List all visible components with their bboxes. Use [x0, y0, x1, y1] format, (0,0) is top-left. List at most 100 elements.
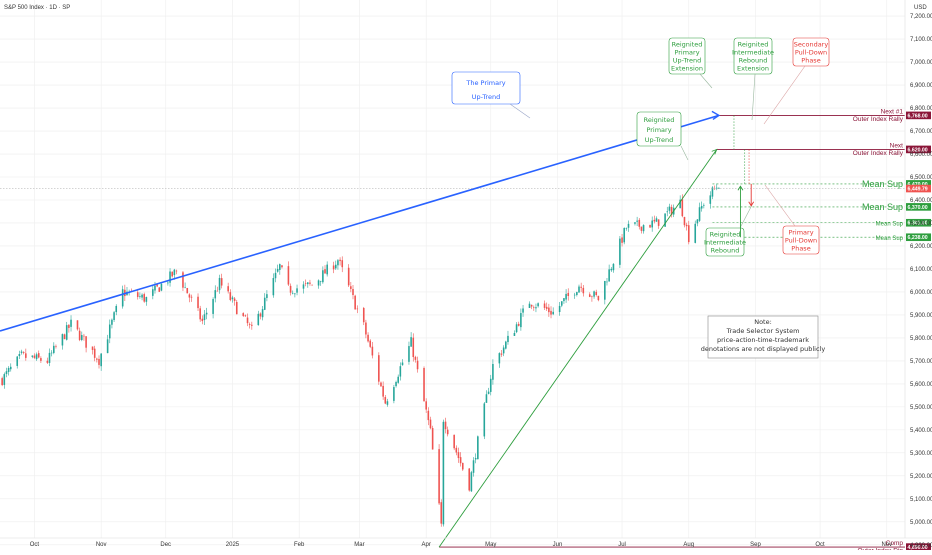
candle-body: [296, 288, 298, 293]
y-tick-label: 6,700.00: [910, 129, 932, 135]
candle-body: [20, 351, 23, 353]
level-value-text: 6,620.00: [908, 147, 928, 153]
candle-body: [522, 308, 524, 313]
y-tick-label: 6,400.00: [910, 198, 932, 204]
candle-body: [371, 346, 374, 356]
candle-body: [386, 401, 389, 405]
candle-body: [535, 307, 537, 309]
candle-body: [274, 272, 277, 279]
candle-body: [685, 224, 688, 227]
x-tick-label: Dec: [160, 542, 171, 548]
candle-body: [442, 421, 445, 525]
reignited-primary-callout-line: Primary: [646, 126, 671, 134]
candle-body: [625, 228, 628, 229]
x-tick-label: Mar: [354, 542, 364, 548]
reignited-primary-ext-callout-box: [668, 37, 706, 75]
level-value-text: 6,238.00: [908, 235, 928, 241]
candle-body: [455, 447, 458, 453]
candle-body: [606, 281, 608, 283]
level-label: Next: [890, 142, 904, 149]
candle-body: [612, 263, 615, 271]
y-tick-label: 7,100.00: [910, 37, 932, 43]
candle-body: [98, 358, 100, 365]
candle-body: [655, 218, 658, 222]
y-tick-label: 5,100.00: [910, 497, 932, 503]
candle-body: [591, 296, 593, 298]
candle-body: [246, 317, 249, 324]
level-label: Mean Sup: [862, 202, 903, 212]
last-price-badge: [906, 184, 931, 193]
candle-body: [711, 187, 714, 197]
candle-body: [289, 285, 292, 293]
price-axis[interactable]: 4,900.00 5,000.00 5,100.00 5,200.00 5,300.00…: [904, 0, 932, 549]
candle-body: [175, 270, 178, 272]
candle-body: [281, 265, 283, 268]
y-tick-label: 4,900.00: [910, 543, 932, 549]
primary-uptrend-arrowhead: [711, 110, 721, 120]
candle-body: [218, 277, 221, 291]
reignited-intermediate-ext-callout-line: Extension: [737, 64, 769, 72]
level-label: Mean Sup: [876, 236, 904, 242]
candle-body: [487, 391, 490, 394]
candle-body: [412, 337, 415, 358]
candle-body: [169, 271, 171, 283]
candle-body: [444, 421, 447, 430]
candle-body: [530, 304, 533, 307]
candle-body: [53, 345, 55, 353]
candle-body: [533, 307, 535, 308]
candle-body: [111, 319, 113, 325]
candle-body: [681, 199, 684, 217]
candle-body: [141, 294, 143, 298]
y-tick-label: 5,200.00: [910, 474, 932, 480]
candle-body: [550, 310, 552, 315]
candle-body: [515, 324, 518, 333]
candle-body: [5, 371, 8, 374]
candle-body: [627, 223, 630, 228]
candle-body: [696, 219, 699, 224]
candle-body: [68, 324, 70, 328]
candle-body: [350, 286, 352, 289]
candle-body: [244, 315, 247, 317]
y-tick-label: 5,400.00: [910, 428, 932, 434]
candle-body: [9, 366, 12, 370]
candle-body: [291, 292, 294, 294]
reignited-primary-callout-box: [636, 111, 682, 147]
candle-body: [229, 292, 232, 301]
candle-body: [604, 280, 606, 300]
candle-body: [341, 260, 344, 268]
candle-body: [182, 272, 184, 288]
candle-body: [399, 366, 402, 377]
candle-body: [143, 294, 146, 302]
reignited-intermediate-pointer: [739, 204, 753, 229]
candle-body: [61, 334, 64, 346]
candle-body: [410, 337, 412, 347]
reignited-intermediate-ext-callout-line: Reignited: [738, 40, 769, 48]
candle-body: [384, 397, 387, 404]
candle-body: [440, 502, 443, 524]
y-tick-label: 6,300.00: [910, 221, 932, 227]
primary-uptrend-callout: The Primary Up-Trend: [451, 71, 521, 105]
candle-body: [365, 322, 367, 335]
candle-body: [395, 381, 397, 387]
candle-body: [679, 199, 681, 209]
candle-body: [40, 358, 42, 361]
y-tick-label: 5,800.00: [910, 336, 932, 342]
candle-body: [500, 353, 503, 355]
y-tick-label: 5,600.00: [910, 382, 932, 388]
primary-pulldown-callout-line: Phase: [791, 244, 810, 252]
candle-body: [287, 266, 290, 285]
candle-body: [657, 219, 660, 226]
candle-body: [152, 289, 154, 296]
candle-body: [311, 284, 313, 286]
y-tick-label: 6,000.00: [910, 290, 932, 296]
candle-body: [31, 355, 34, 357]
reignited-intermediate-ext-pointer: [751, 73, 756, 121]
candle-body: [485, 394, 488, 403]
time-axis[interactable]: Oct Nov Dec 2025 Feb Mar Apr May Jun Jul Aug Sep Oct…: [0, 537, 932, 548]
candle-body: [472, 460, 475, 473]
level-value-badge: [906, 180, 931, 188]
candle-body: [528, 303, 531, 308]
